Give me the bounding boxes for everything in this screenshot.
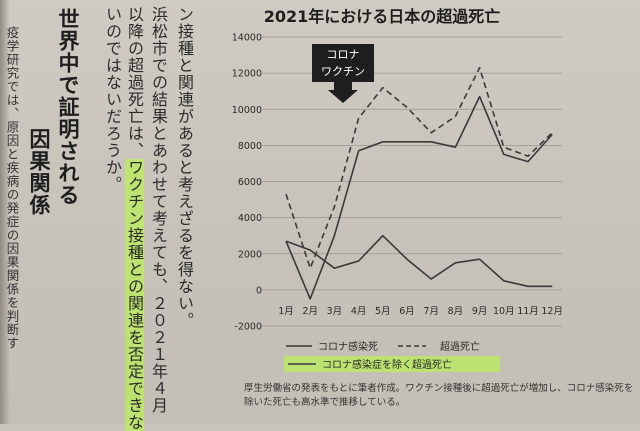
series-line-excess-excl-covid bbox=[285, 95, 553, 300]
legend-highlight bbox=[284, 356, 500, 372]
x-tick-label: 10月 bbox=[493, 306, 515, 317]
y-tick-label: 0 bbox=[256, 285, 262, 296]
body-text-col4: いのではないだろうか。 bbox=[103, 6, 122, 193]
legend-label-infection-deaths: コロナ感染死 bbox=[318, 340, 378, 353]
body-text-col3: 以降の超過死亡は、ワクチン接種との関連を否定できな bbox=[125, 6, 144, 431]
y-tick-label: 2000 bbox=[238, 249, 262, 260]
series-line-excess-deaths bbox=[285, 66, 553, 270]
x-tick-label: 6月 bbox=[399, 306, 415, 317]
y-tick-label: 12000 bbox=[232, 69, 262, 80]
legend-label-excess-excl-covid: コロナ感染症を除く超過死亡 bbox=[322, 358, 452, 371]
y-tick-label: -2000 bbox=[234, 322, 262, 333]
x-tick-label: 2月 bbox=[302, 306, 318, 317]
x-tick-label: 8月 bbox=[448, 306, 464, 317]
legend-label-excess-deaths: 超過死亡 bbox=[440, 340, 480, 353]
vaccine-annotation-line1: コロナ bbox=[327, 48, 360, 61]
source-note: 厚生労働省の発表をもとに筆者作成。ワクチン接種後に超過死亡が増加し、コロナ感染死… bbox=[244, 383, 634, 408]
x-tick-label: 11月 bbox=[517, 306, 539, 317]
section-heading-line2: 因果関係 bbox=[27, 128, 51, 216]
x-tick-label: 1月 bbox=[278, 306, 294, 317]
vaccine-annotation-box bbox=[312, 44, 374, 82]
body-text-col2: 浜松市での結果とあわせて考えても、２０２１年４月 bbox=[149, 6, 168, 414]
y-tick-label: 4000 bbox=[238, 213, 262, 224]
x-tick-label: 12月 bbox=[541, 306, 563, 317]
body-text-col3-a: 以降の超過死亡は、 bbox=[125, 6, 144, 159]
vaccine-annotation: コロナ ワクチン bbox=[312, 44, 374, 103]
vaccine-annotation-line2: ワクチン bbox=[321, 65, 365, 78]
body-text-small: 疫学研究では、原因と疾病の発症の因果関係を判断す bbox=[4, 26, 20, 350]
x-tick-label: 7月 bbox=[423, 306, 439, 317]
down-arrow-icon bbox=[328, 82, 358, 103]
x-tick-label: 9月 bbox=[472, 306, 488, 317]
y-tick-label: 14000 bbox=[232, 33, 262, 44]
x-tick-label: 3月 bbox=[327, 306, 343, 317]
chart-title: 2021年における日本の超過死亡 bbox=[264, 7, 501, 26]
x-tick-label: 4月 bbox=[351, 306, 367, 317]
binding-shadow bbox=[0, 0, 10, 424]
y-tick-label: 10000 bbox=[232, 105, 262, 116]
highlighted-text: ワクチン接種との関連を否定できな bbox=[125, 159, 144, 431]
chart-legend: コロナ感染死 超過死亡 コロナ感染症を除く超過死亡 bbox=[284, 340, 500, 372]
y-tick-label: 8000 bbox=[238, 141, 262, 152]
body-text-col1: ン接種と関連があると考えざるを得ない。 bbox=[175, 6, 194, 329]
section-heading-line1: 世界中で証明される bbox=[56, 8, 80, 206]
y-tick-label: 6000 bbox=[238, 177, 262, 188]
series-line-infection-deaths bbox=[285, 234, 553, 288]
x-tick-label: 5月 bbox=[375, 306, 391, 317]
